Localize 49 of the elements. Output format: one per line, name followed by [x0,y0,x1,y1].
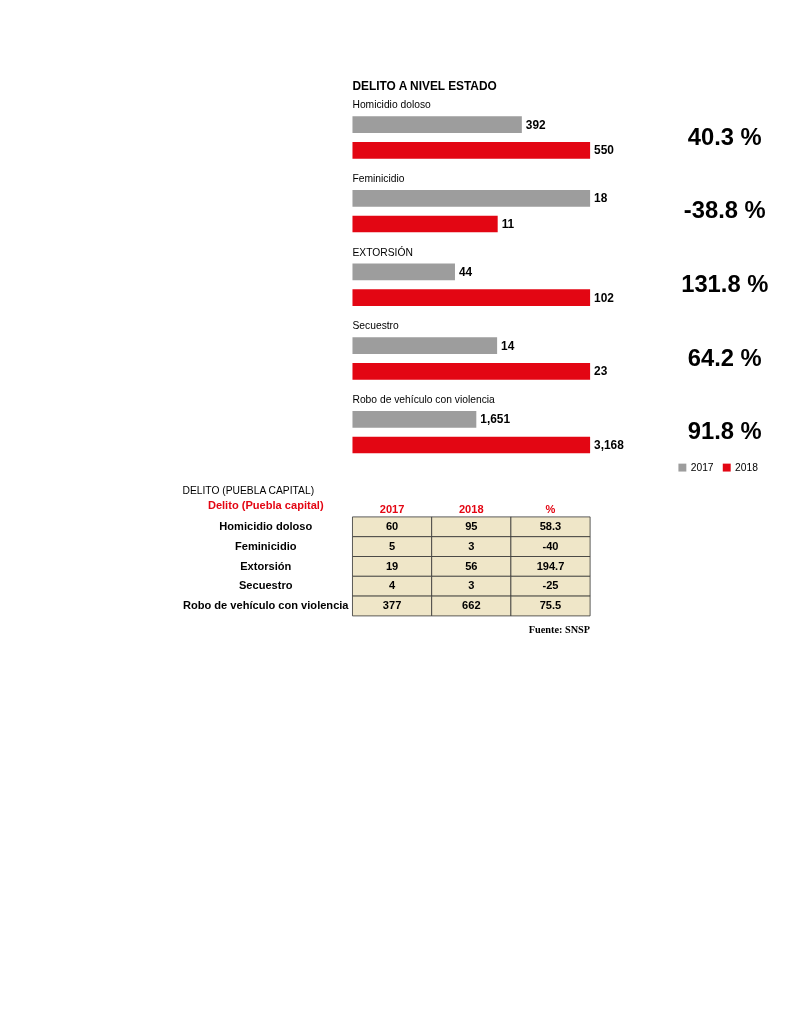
data-label: 1,651 [480,412,511,427]
data-label: 194.7 [536,559,565,572]
data-label: -25 [542,579,559,592]
y-axis-title: Delito (Puebla capital) [207,498,324,511]
text: 91.8 % [687,417,762,445]
data-label: 44 [458,264,473,279]
data-label: 11 [501,216,515,231]
data-label: -40 [542,539,559,552]
data-label: 14 [501,338,515,353]
x-tick-label: 2017 [379,503,405,516]
text: 64.2 % [687,343,762,371]
text: 131.8 % [681,269,769,297]
chart-title: EXTORSIÓN [352,245,413,258]
text: -38.8 % [683,196,766,224]
data-label: 3,168 [594,437,625,452]
chart-title: Secuestro [352,320,400,332]
chart-title: Feminicidio [352,172,405,184]
data-label: 23 [594,364,608,379]
text: DELITO (PUEBLA CAPITAL) [182,484,315,496]
y-tick-label: Extorsión [240,559,292,572]
chart-subtitle: Homicidio doloso [352,99,432,111]
legend-label: 2017 [690,461,714,473]
text: 40.3 % [687,122,762,150]
chart-title: Robo de vehículo con violencia [352,393,496,405]
y-tick-label: Feminicidio [234,539,297,552]
y-tick-label: Homicidio doloso [219,519,313,532]
data-label: 3 [468,579,475,592]
y-tick-label: Robo de vehículo con violencia [182,599,350,612]
data-label: 102 [594,290,615,305]
data-label: 58.3 [539,519,562,532]
x-tick-label: 2018 [458,503,484,516]
data-label: 4 [388,579,396,592]
data-label: 550 [594,143,615,158]
source-note: Fuente: SNSP [528,623,591,635]
y-tick-label: Secuestro [238,579,293,592]
data-label: 392 [525,117,547,132]
data-label: 18 [594,191,608,206]
data-label: 56 [465,559,478,572]
data-label: 19 [385,559,399,572]
data-label: 662 [462,599,481,612]
data-label: 60 [385,519,399,532]
data-label: 5 [388,539,396,552]
chart-title: DELITO A NIVEL ESTADO [352,78,497,93]
data-label: 95 [465,519,478,532]
x-tick-label: % [545,503,556,516]
data-label: 75.5 [539,599,562,612]
legend-label: 2018 [735,461,759,473]
data-label: 377 [382,599,402,612]
data-label: 3 [468,539,475,552]
